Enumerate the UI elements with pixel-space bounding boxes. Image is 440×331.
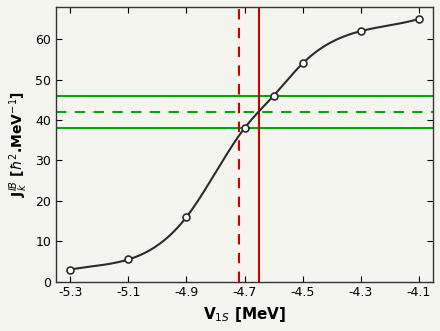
Y-axis label: J$_k^{IB}$ [$\hbar^2$.MeV$^{-1}$]: J$_k^{IB}$ [$\hbar^2$.MeV$^{-1}$] xyxy=(7,91,29,197)
X-axis label: V$_{1S}$ [MeV]: V$_{1S}$ [MeV] xyxy=(203,305,286,324)
